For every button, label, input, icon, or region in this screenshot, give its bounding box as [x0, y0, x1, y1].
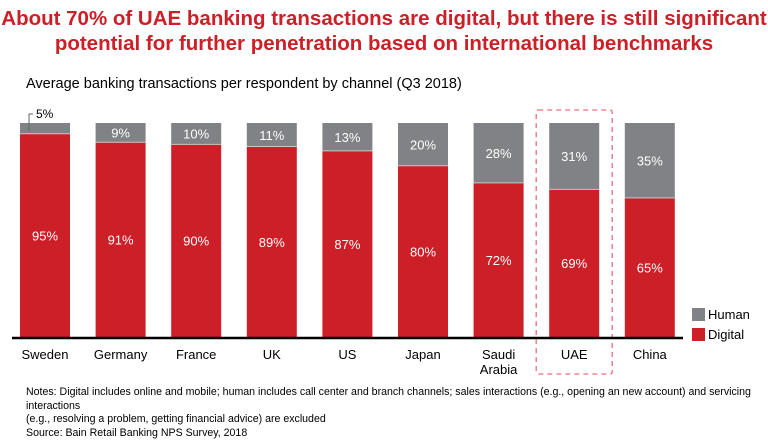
source-line: Source: Bain Retail Banking NPS Survey, …	[26, 427, 768, 440]
x-tick-label-0: Sweden	[22, 347, 69, 362]
label-digital-7: 69%	[561, 256, 587, 271]
label-human-5: 20%	[410, 137, 436, 152]
legend-label-digital: Digital	[708, 327, 744, 342]
x-tick-label-6: Saudi	[482, 347, 515, 362]
notes-line-2: (e.g., resolving a problem, getting fina…	[26, 413, 768, 427]
label-human-6: 28%	[486, 146, 512, 161]
label-human-3: 11%	[259, 128, 284, 143]
x-tick-label-4: US	[338, 347, 356, 362]
label-human-1: 9%	[111, 126, 130, 141]
legend-swatch-human	[692, 308, 705, 321]
legend-label-human: Human	[708, 307, 750, 322]
label-digital-5: 80%	[410, 244, 436, 259]
x-tick-label-1: Germany	[94, 347, 148, 362]
x-tick-label-5: Japan	[405, 347, 440, 362]
label-human-8: 35%	[637, 153, 663, 168]
label-human-7: 31%	[561, 149, 587, 164]
label-digital-2: 90%	[183, 234, 209, 249]
label-digital-0: 95%	[32, 228, 58, 243]
notes-line-1: Notes: Digital includes online and mobil…	[26, 386, 768, 413]
x-tick-label-8: China	[633, 347, 668, 362]
x-tick-label-6: Arabia	[480, 362, 518, 377]
label-digital-6: 72%	[486, 253, 512, 268]
x-tick-label-3: UK	[263, 347, 281, 362]
label-human-2: 10%	[183, 127, 209, 142]
label-human-4: 13%	[334, 130, 360, 145]
label-digital-8: 65%	[637, 260, 663, 275]
label-human-0: 5%	[36, 107, 54, 121]
label-digital-3: 89%	[259, 235, 285, 250]
label-digital-4: 87%	[334, 237, 360, 252]
x-tick-label-7: UAE	[561, 347, 588, 362]
x-tick-label-2: France	[176, 347, 216, 362]
bar-human-0	[20, 123, 70, 134]
legend-swatch-digital	[692, 328, 705, 341]
label-digital-1: 91%	[108, 233, 134, 248]
